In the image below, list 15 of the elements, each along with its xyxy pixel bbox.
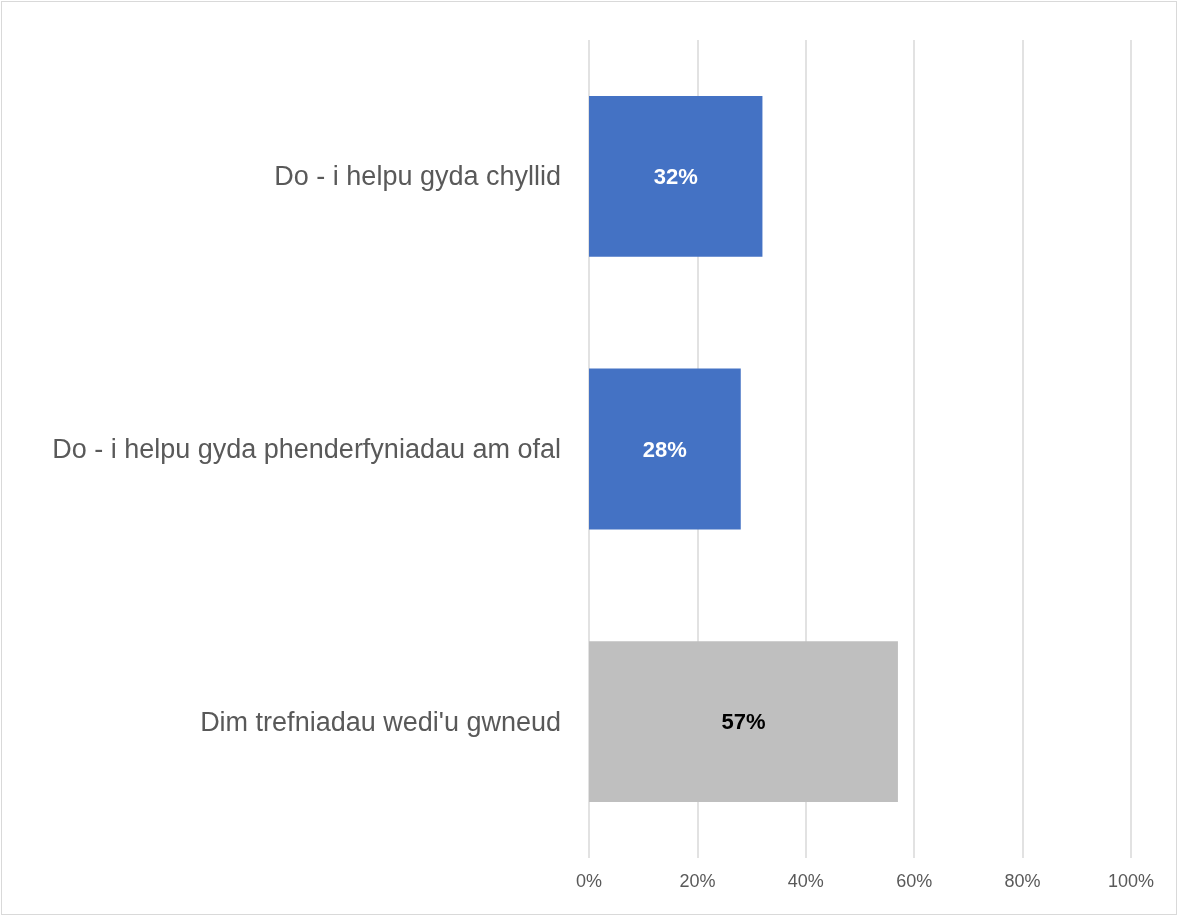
x-tick-label: 100%: [1107, 871, 1155, 891]
y-tick-label: Dim trefniadau wedi'u gwneud: [200, 706, 561, 737]
data-label: 28%: [642, 436, 687, 462]
data-label: 57%: [721, 709, 766, 735]
bar: [589, 368, 741, 530]
bar: [589, 95, 763, 257]
data-label: 32%: [653, 163, 698, 189]
y-tick-label: Do - i helpu gyda phenderfyniadau am ofal: [52, 434, 561, 464]
x-tick-label: 40%: [787, 871, 824, 891]
y-tick-label: Do - i helpu gyda chyllid: [274, 161, 561, 192]
x-tick-label: 60%: [896, 871, 933, 891]
x-tick-label: 80%: [1004, 871, 1041, 891]
bar: [589, 641, 898, 803]
x-tick-label: 20%: [679, 871, 716, 891]
x-tick-label: 0%: [575, 871, 603, 891]
